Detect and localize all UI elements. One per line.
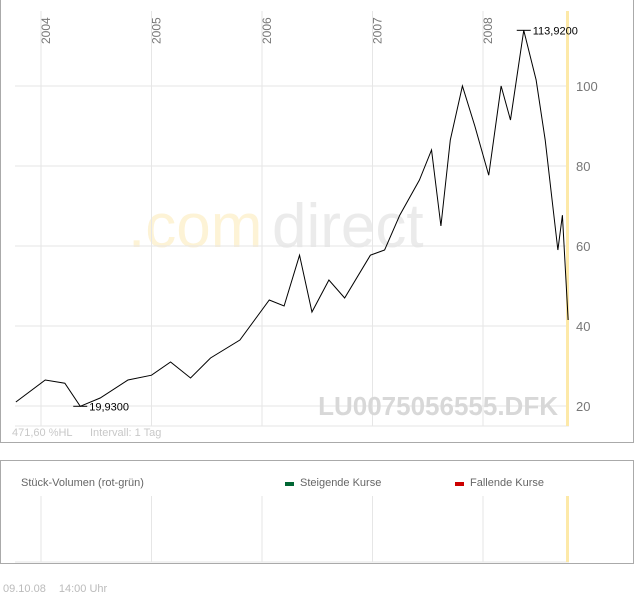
interval-stat: Intervall: 1 Tag — [90, 427, 161, 439]
legend-falling-swatch — [455, 482, 464, 486]
footer-time: 14:00 Uhr — [58, 583, 108, 595]
current-date-marker — [566, 11, 569, 426]
y-tick-label: 20 — [576, 399, 590, 414]
high-label: 113,9200 — [533, 25, 578, 37]
y-tick-label: 80 — [576, 159, 590, 174]
y-tick-label: 40 — [576, 319, 590, 334]
x-tick-label: 2008 — [481, 17, 495, 44]
y-tick-label: 60 — [576, 239, 590, 254]
footer-date: 09.10.08 — [3, 583, 46, 595]
price-line — [15, 30, 569, 407]
symbol-label: LU0075056555.DFK — [318, 391, 558, 421]
y-tick-label: 100 — [576, 79, 598, 94]
volume-current-date-marker — [566, 496, 569, 562]
legend-rising-swatch — [285, 482, 294, 486]
timestamp: 09.10.08 14:00 Uhr — [3, 583, 117, 595]
range-stat: 471,60 %HL — [12, 427, 73, 439]
volume-title: Stück-Volumen (rot-grün) — [21, 477, 144, 489]
x-tick-label: 2007 — [371, 17, 385, 44]
x-tick-label: 2004 — [39, 17, 53, 44]
x-tick-label: 2005 — [150, 17, 164, 44]
legend-falling-label: Fallende Kurse — [470, 477, 544, 489]
legend-rising-label: Steigende Kurse — [300, 477, 381, 489]
low-label: 19,9300 — [89, 401, 129, 413]
x-tick-label: 2006 — [260, 17, 274, 44]
watermark-com: .com — [128, 192, 262, 261]
watermark-direct: direct — [272, 192, 424, 261]
